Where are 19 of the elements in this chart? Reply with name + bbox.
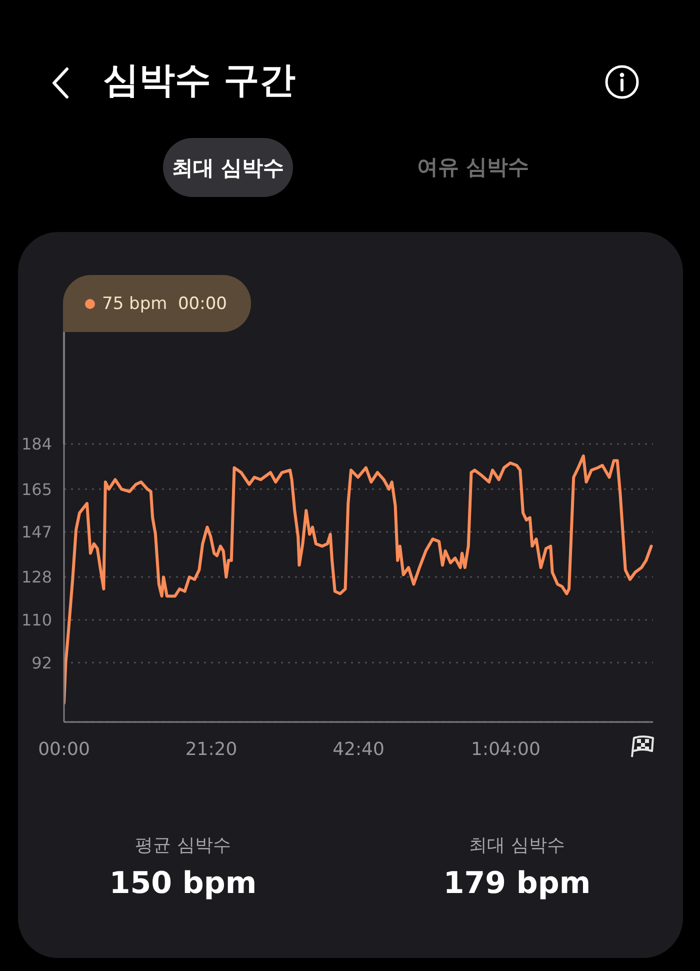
tab-button: 최대 심박수 bbox=[163, 138, 293, 197]
text: 75 bpm 00:00 bbox=[102, 294, 227, 314]
chart-title: 심박수 구간 bbox=[103, 60, 296, 101]
x-tick-label: 00:00 bbox=[38, 738, 90, 760]
line-series bbox=[64, 454, 653, 704]
x-tick-label: 21:20 bbox=[185, 738, 238, 760]
text: 평균 심박수 bbox=[135, 835, 231, 856]
y-tick-label: 147 bbox=[21, 522, 52, 542]
text: 여유 심박수 bbox=[416, 155, 530, 179]
y-tick-label: 128 bbox=[21, 568, 52, 587]
y-tick-label: 92 bbox=[32, 653, 52, 672]
x-tick-label: 42:40 bbox=[332, 738, 384, 760]
y-tick-label: 165 bbox=[21, 480, 52, 499]
text: 최대 심박수 bbox=[469, 835, 565, 856]
x-tick-label: 1:04:00 bbox=[471, 738, 540, 760]
text: 179 bpm bbox=[443, 866, 591, 901]
y-tick-label: 184 bbox=[21, 434, 52, 454]
text: 150 bpm bbox=[109, 866, 257, 901]
y-tick-label: 110 bbox=[21, 610, 52, 630]
